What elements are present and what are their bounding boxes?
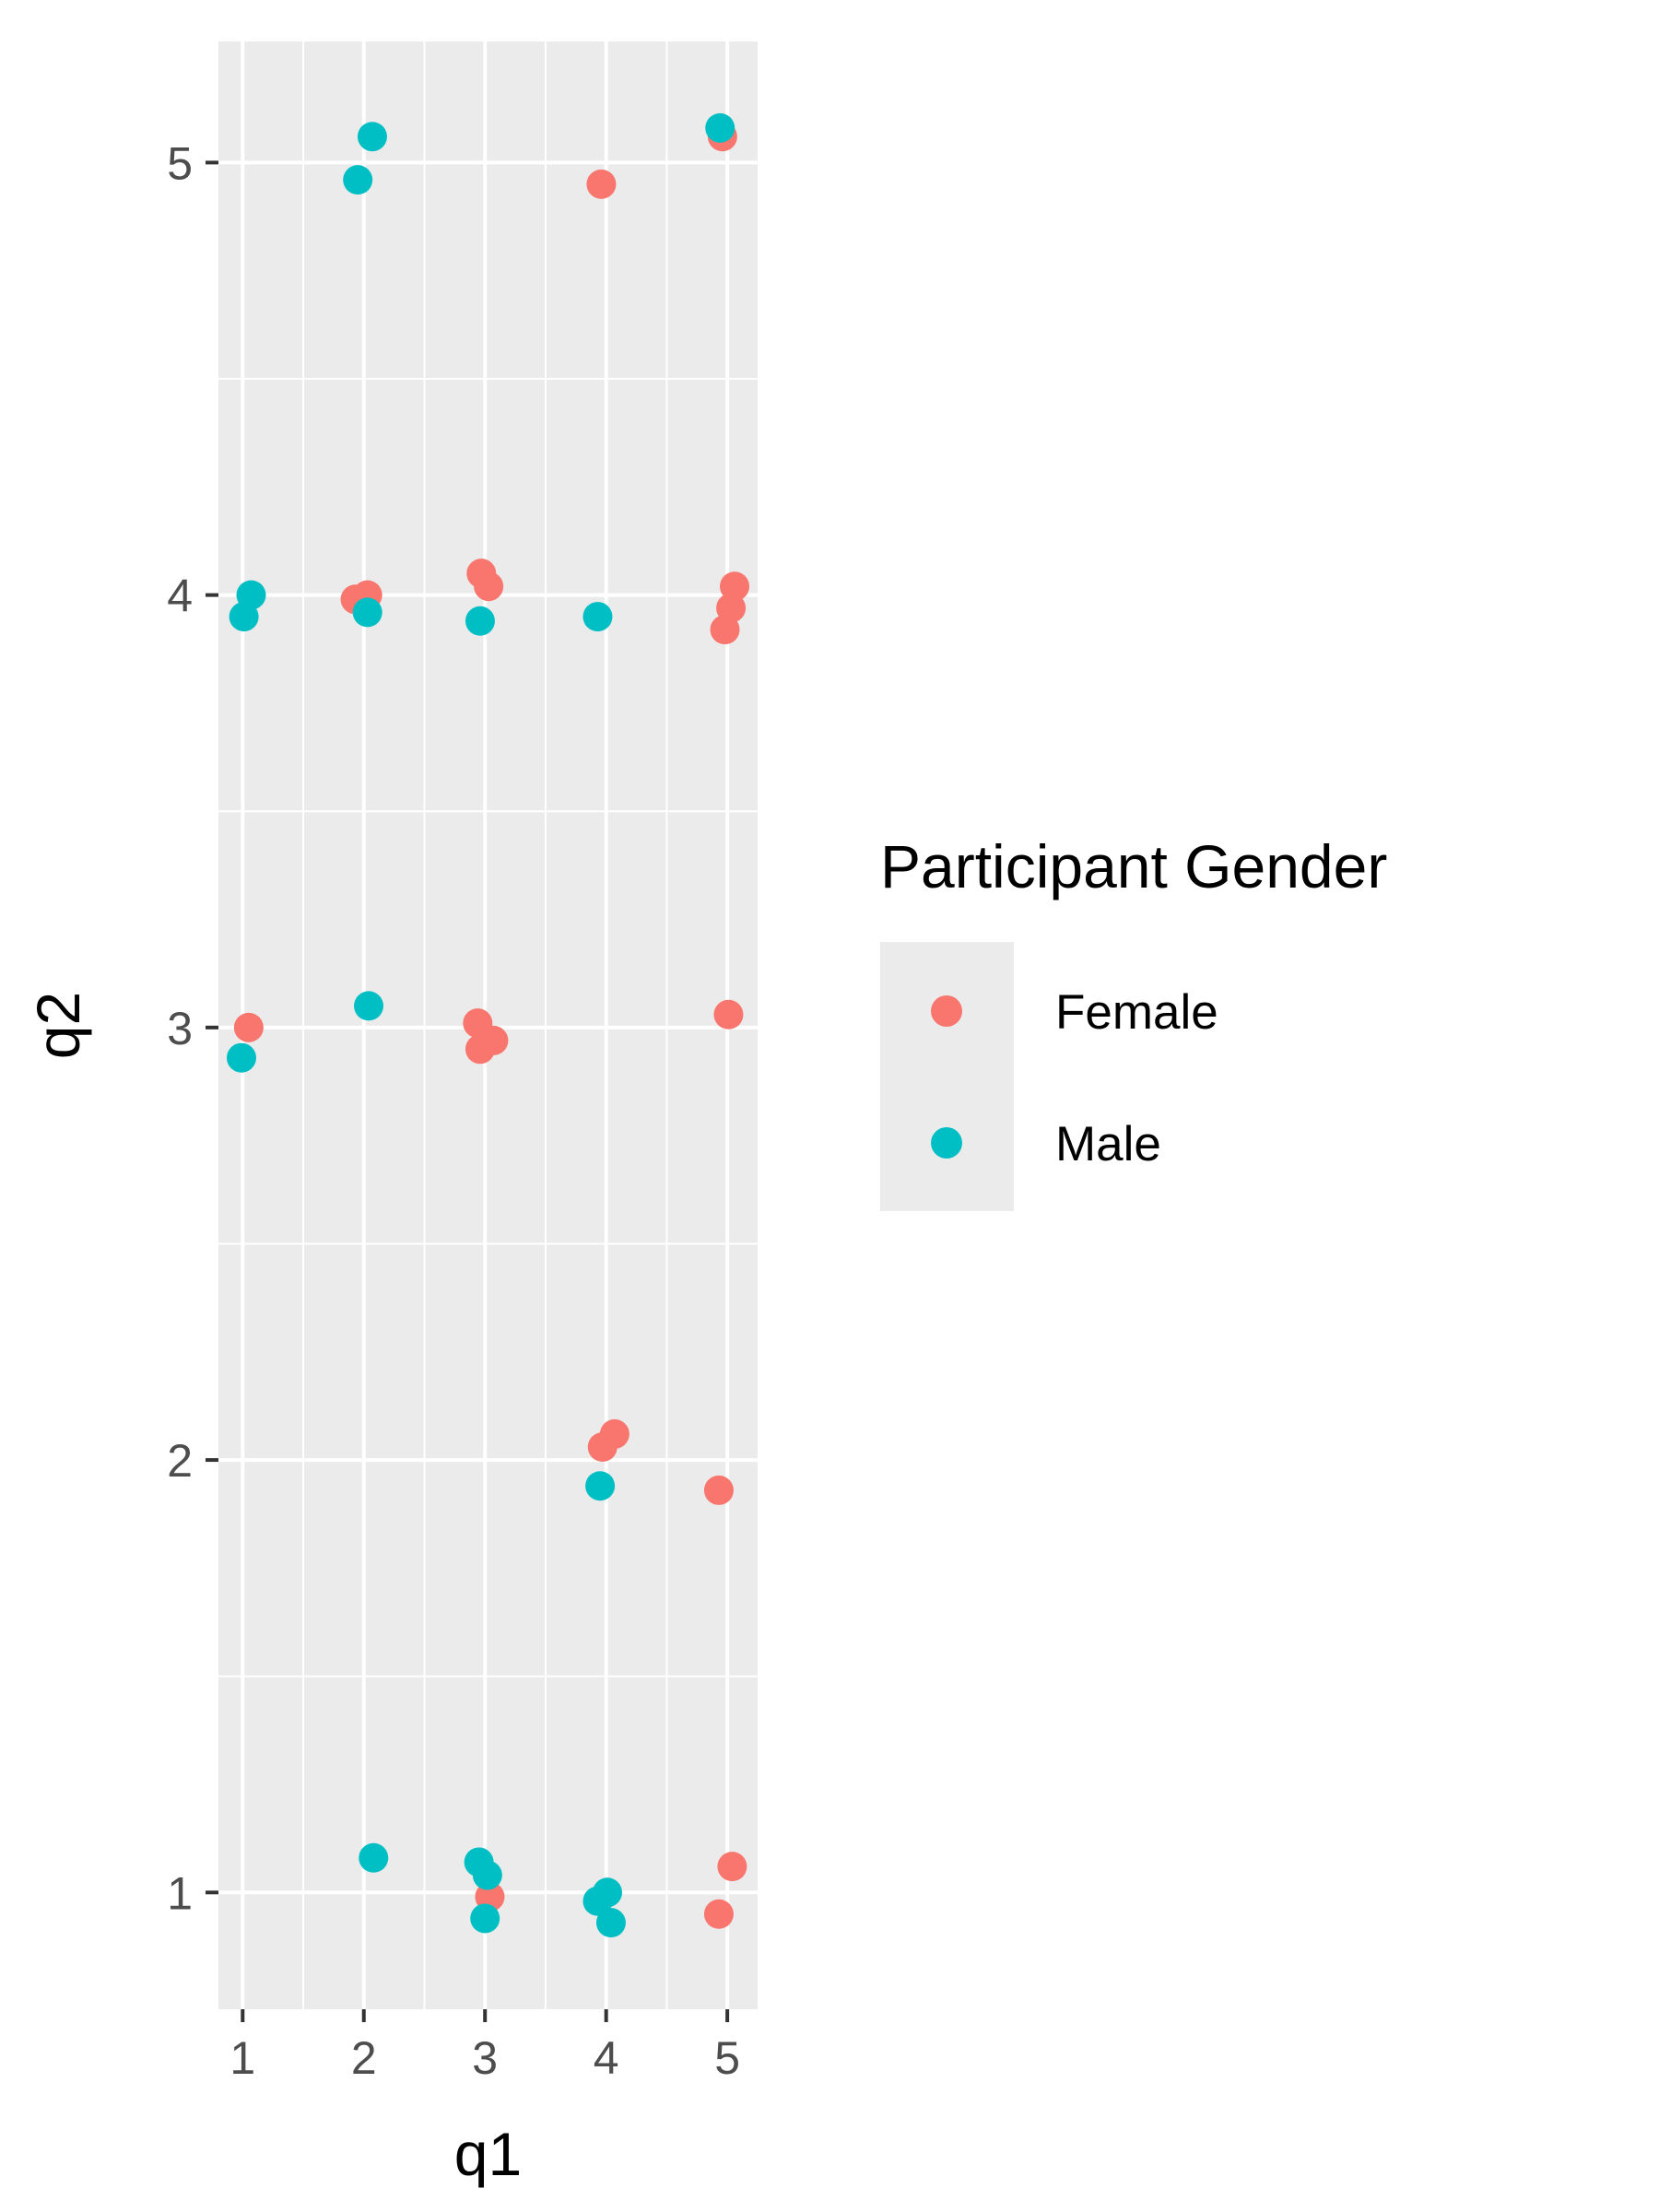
data-point-female bbox=[465, 1034, 495, 1065]
data-point-female bbox=[703, 1899, 734, 1929]
y-tick-label: 1 bbox=[167, 1867, 193, 1919]
x-tick-label: 3 bbox=[472, 2032, 498, 2084]
data-points bbox=[226, 112, 750, 1938]
legend-key-female bbox=[931, 995, 962, 1027]
data-point-male bbox=[352, 597, 382, 628]
data-point-female bbox=[233, 1012, 264, 1042]
data-point-male bbox=[470, 1903, 500, 1934]
legend: Participant Gender Female Male bbox=[880, 832, 1387, 1211]
y-tick-label: 4 bbox=[167, 571, 193, 622]
data-point-male bbox=[229, 602, 259, 632]
legend-key-male bbox=[931, 1127, 962, 1159]
data-point-male bbox=[705, 112, 735, 143]
legend-label-female: Female bbox=[1055, 985, 1218, 1040]
legend-keys-background bbox=[880, 942, 1014, 1211]
data-point-male bbox=[343, 165, 373, 195]
data-point-male bbox=[354, 991, 384, 1021]
y-tick-label: 5 bbox=[167, 137, 193, 189]
y-tick-label: 3 bbox=[167, 1003, 193, 1054]
data-point-female bbox=[710, 615, 740, 645]
x-tick-label: 5 bbox=[714, 2032, 740, 2084]
data-point-male bbox=[582, 602, 613, 632]
x-tick-label: 2 bbox=[351, 2032, 377, 2084]
x-tick-label: 4 bbox=[594, 2032, 619, 2084]
data-point-male bbox=[359, 1842, 389, 1873]
data-point-male bbox=[595, 1908, 626, 1938]
legend-title: Participant Gender bbox=[880, 832, 1387, 900]
x-axis: 1 2 3 4 5 bbox=[229, 2009, 740, 2084]
data-point-male bbox=[592, 1877, 622, 1908]
data-point-female bbox=[474, 571, 504, 602]
x-axis-title: q1 bbox=[454, 2120, 522, 2188]
data-point-male bbox=[357, 122, 387, 152]
minor-gridlines bbox=[218, 41, 758, 2009]
data-point-female bbox=[599, 1418, 629, 1449]
data-point-male bbox=[472, 1860, 502, 1890]
data-point-female bbox=[703, 1475, 734, 1505]
data-point-male bbox=[465, 606, 495, 636]
data-point-female bbox=[713, 999, 744, 1030]
data-point-male bbox=[226, 1042, 256, 1073]
data-point-male bbox=[585, 1471, 616, 1501]
x-tick-label: 1 bbox=[229, 2032, 255, 2084]
data-point-female bbox=[586, 169, 617, 199]
y-tick-label: 2 bbox=[167, 1435, 193, 1487]
y-axis-title: q2 bbox=[24, 992, 92, 1059]
data-point-female bbox=[717, 1852, 747, 1882]
legend-label-male: Male bbox=[1055, 1117, 1161, 1171]
y-axis: 1 2 3 4 5 bbox=[167, 137, 218, 1919]
